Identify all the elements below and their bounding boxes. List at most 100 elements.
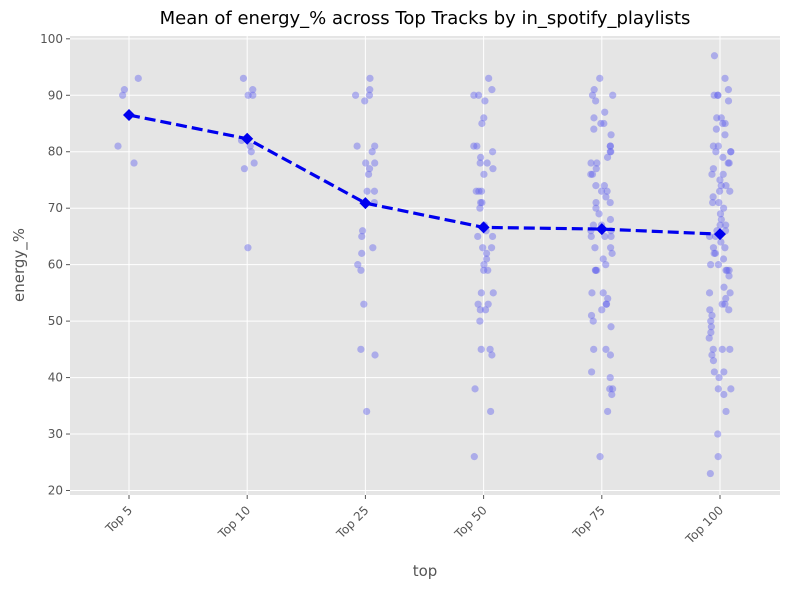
data-point xyxy=(607,323,615,331)
data-point xyxy=(718,345,726,353)
data-point xyxy=(709,244,718,252)
data-point xyxy=(250,159,258,167)
data-point xyxy=(246,142,254,150)
data-point xyxy=(721,300,729,308)
data-point xyxy=(589,221,598,229)
data-point xyxy=(607,131,615,139)
data-point xyxy=(489,289,497,297)
data-point xyxy=(354,261,362,269)
mean-marker xyxy=(477,221,490,234)
data-point xyxy=(476,317,484,325)
data-point xyxy=(595,210,603,218)
x-tick-label: Top 5 xyxy=(102,503,135,536)
data-point xyxy=(606,385,614,393)
data-point xyxy=(480,114,488,122)
data-point xyxy=(590,114,598,122)
data-point xyxy=(371,142,379,150)
data-point xyxy=(366,74,374,82)
data-point xyxy=(709,142,717,150)
x-tick-label: Top 75 xyxy=(569,503,607,541)
data-point xyxy=(709,193,717,201)
data-point xyxy=(721,119,729,128)
data-point xyxy=(475,187,483,195)
data-point xyxy=(487,407,495,416)
data-point xyxy=(587,170,595,178)
data-point xyxy=(601,232,609,241)
data-point xyxy=(719,204,728,212)
data-point xyxy=(716,210,725,218)
y-tick-label: 100 xyxy=(40,32,63,46)
data-point xyxy=(717,215,725,224)
data-point xyxy=(470,453,478,461)
data-point xyxy=(604,407,612,416)
data-point xyxy=(244,244,252,252)
data-point xyxy=(727,385,735,393)
mean-marker xyxy=(595,223,608,236)
data-point xyxy=(592,165,600,173)
data-point xyxy=(717,238,725,246)
plot-panel xyxy=(70,36,780,495)
data-point xyxy=(365,91,374,99)
data-point xyxy=(598,306,606,314)
data-point xyxy=(360,300,368,308)
data-point xyxy=(724,86,733,94)
data-point xyxy=(600,182,608,190)
data-point xyxy=(727,148,735,156)
data-point xyxy=(476,306,484,314)
data-point xyxy=(478,198,486,207)
mean-series xyxy=(123,109,726,241)
data-point xyxy=(592,182,600,190)
data-point xyxy=(603,153,612,161)
x-tick-label: Top 25 xyxy=(333,503,371,541)
data-point xyxy=(134,74,142,82)
data-point xyxy=(477,289,485,297)
y-tick-label: 40 xyxy=(48,371,63,385)
data-point xyxy=(710,249,718,257)
data-point xyxy=(608,390,616,399)
data-point xyxy=(709,357,718,365)
data-point xyxy=(723,266,731,274)
data-point xyxy=(130,159,138,167)
data-point xyxy=(591,244,599,252)
data-point xyxy=(708,311,716,320)
data-point xyxy=(483,159,491,167)
data-point xyxy=(607,232,615,241)
data-point xyxy=(722,407,730,416)
data-point xyxy=(369,244,377,252)
data-point xyxy=(606,148,614,156)
y-tick-label: 20 xyxy=(48,483,63,497)
data-point xyxy=(708,351,716,359)
data-point xyxy=(609,91,617,99)
data-point xyxy=(247,148,255,156)
data-point xyxy=(722,266,730,274)
data-point xyxy=(706,306,714,314)
data-point xyxy=(726,345,734,353)
x-axis-ticks: Top 5 Top 10 Top 25 Top 50 Top 75 Top 100 xyxy=(102,495,726,547)
mean-marker xyxy=(359,197,372,210)
y-axis-title: energy_% xyxy=(10,228,29,302)
data-point xyxy=(482,249,491,257)
data-point xyxy=(726,187,734,195)
data-point xyxy=(722,294,730,303)
data-point xyxy=(589,317,597,325)
data-point xyxy=(244,91,252,99)
data-point xyxy=(481,306,490,314)
data-point xyxy=(721,131,729,139)
data-point xyxy=(592,198,600,207)
data-point xyxy=(368,148,376,156)
data-point xyxy=(719,170,727,178)
data-point xyxy=(708,170,716,178)
data-point xyxy=(590,125,598,133)
data-point xyxy=(362,159,370,167)
data-point xyxy=(609,385,617,393)
data-point xyxy=(705,289,714,297)
data-point xyxy=(719,119,727,128)
data-point xyxy=(488,351,496,359)
mean-marker xyxy=(714,228,726,241)
data-point xyxy=(713,114,721,122)
x-axis-title: top xyxy=(413,562,438,580)
data-point xyxy=(480,170,488,178)
data-point xyxy=(725,306,733,314)
data-point xyxy=(371,159,379,167)
data-point xyxy=(472,187,480,195)
